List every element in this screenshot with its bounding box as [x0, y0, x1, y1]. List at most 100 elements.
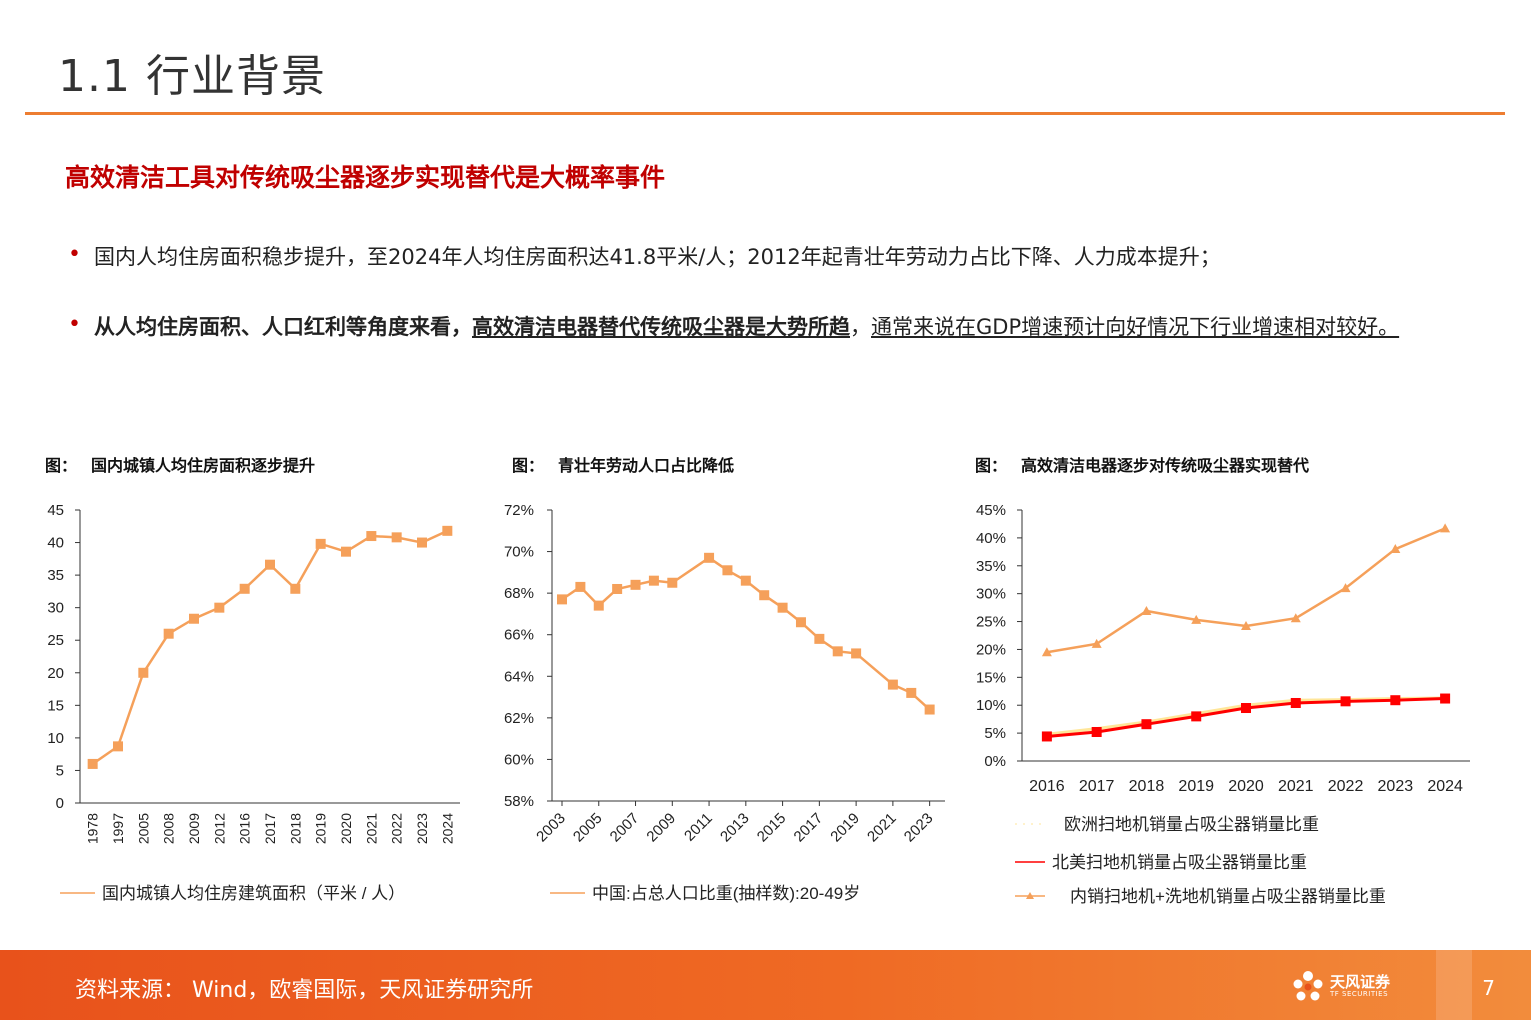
y-tick-label: 20%: [976, 641, 1006, 658]
y-tick-label: 40: [47, 535, 64, 552]
x-tick-label: 2023: [414, 813, 430, 844]
data-point: [1041, 647, 1052, 657]
x-tick-label: 2013: [717, 810, 753, 846]
data-point: [1390, 695, 1401, 706]
chart-labor-ratio: 58% 60% 62% 64% 66% 68% 70% 72% 2003 2005 2007 2009…: [504, 502, 945, 903]
data-point: [1440, 523, 1451, 533]
x-tick-label: 2007: [607, 810, 643, 846]
data-point: [759, 590, 770, 601]
y-tick-label: 15: [47, 697, 64, 714]
data-point: [1440, 693, 1451, 704]
bullet-2-sep: ，: [850, 315, 871, 339]
data-point: [442, 525, 453, 536]
x-tick-label: 2022: [389, 813, 405, 844]
y-tick-label: 25: [47, 632, 64, 649]
x-tick-label: 2021: [363, 813, 379, 844]
caption-text: 青壮年劳动人口占比降低: [558, 456, 735, 475]
x-tick-label: 2017: [791, 810, 827, 846]
legend-label: 欧洲扫地机销量占吸尘器销量比重: [1064, 815, 1319, 834]
caption-label: 图：: [975, 456, 1008, 475]
caption-text: 高效清洁电器逐步对传统吸尘器实现替代: [1021, 456, 1310, 475]
data-point: [1041, 731, 1052, 742]
title-divider: [25, 112, 1505, 115]
data-point: [1091, 638, 1102, 648]
bullet-2-bold-a: 从人均住房面积、人口红利等角度来看，: [94, 315, 472, 339]
y-tick-label: 64%: [504, 668, 534, 685]
x-tick-label: 1978: [85, 813, 101, 844]
x-tick-label: 2018: [287, 813, 303, 844]
bullet-dot-icon: •: [68, 242, 81, 267]
x-tick-label: 2005: [570, 810, 606, 846]
x-tick-label: 2003: [533, 810, 569, 846]
y-tick-label: 35: [47, 567, 64, 584]
x-tick-label: 2024: [439, 813, 455, 844]
x-tick-label: 2012: [211, 813, 227, 844]
data-point: [1290, 613, 1301, 623]
logo-cn-text: 天风证券: [1330, 973, 1391, 991]
data-point: [391, 532, 402, 543]
y-tick-label: 62%: [504, 710, 534, 727]
x-tick-label: 2015: [754, 810, 790, 846]
bullet-2-underlined: 通常来说在GDP增速预计向好情况下行业增速相对较好。: [871, 315, 1400, 339]
data-point: [612, 583, 623, 594]
data-point: [417, 537, 427, 548]
legend-label: 内销扫地机+洗地机销量占吸尘器销量比重: [1070, 887, 1386, 906]
data-point: [1340, 696, 1351, 707]
data-point: [667, 577, 678, 588]
x-tick-label: 2016: [1029, 778, 1065, 795]
data-point: [575, 581, 586, 592]
y-tick-label: 66%: [504, 627, 534, 644]
x-tick-label: 2021: [864, 810, 900, 846]
chart-housing-area: 0 5 10 15 20 25 30 35 40 45 1978 1997 2005 2008 2009 20…: [47, 502, 460, 903]
bullet-1-text: 国内人均住房面积稳步提升，至2024年人均住房面积达41.8平米/人；2012年…: [94, 245, 1221, 269]
data-point: [795, 617, 806, 628]
data-point: [1241, 703, 1251, 714]
data-point: [366, 531, 377, 542]
x-tick-label: 2018: [1129, 778, 1165, 795]
footer-bar: 资料来源： Wind，欧睿国际，天风证券研究所 天风证券 TF SECURITI…: [0, 950, 1531, 1020]
x-tick-label: 2019: [313, 813, 329, 844]
x-tick-label: 1997: [110, 813, 126, 844]
y-tick-label: 10: [47, 730, 64, 747]
data-point: [814, 633, 825, 644]
y-tick-label: 10%: [976, 697, 1006, 714]
data-point: [163, 628, 174, 639]
caption-label: 图：: [45, 456, 78, 475]
x-tick-label: 2009: [186, 813, 202, 844]
company-logo: 天风证券 TF SECURITIES: [1290, 966, 1420, 1006]
data-point: [1340, 583, 1351, 593]
x-tick-label: 2023: [901, 810, 937, 846]
data-point: [740, 575, 751, 586]
page-number: 7: [1482, 976, 1495, 1000]
chart-robot-vacuum-share: 0% 5% 10% 15% 20% 25% 30% 35% 40% 45% 2016 2017 2018…: [976, 502, 1470, 906]
y-tick-label: 25%: [976, 614, 1006, 631]
data-point: [832, 646, 843, 657]
data-point: [704, 552, 715, 563]
data-point: [214, 602, 225, 613]
y-tick-label: 5: [56, 762, 64, 779]
data-point: [138, 667, 149, 678]
data-point: [722, 565, 733, 576]
x-tick-label: 2023: [1378, 778, 1414, 795]
x-tick-label: 2022: [1328, 778, 1364, 795]
y-tick-label: 58%: [504, 793, 534, 810]
x-tick-label: 2005: [135, 813, 151, 844]
y-tick-label: 5%: [984, 725, 1006, 742]
x-tick-label: 2017: [1079, 778, 1115, 795]
y-tick-label: 45%: [976, 502, 1006, 519]
data-point: [557, 594, 567, 605]
data-point: [1141, 605, 1152, 615]
legend-label: 国内城镇人均住房建筑面积（平米 / 人）: [102, 884, 405, 903]
data-point: [113, 741, 123, 752]
data-point: [648, 575, 659, 586]
data-point: [924, 704, 935, 715]
logo-en-text: TF SECURITIES: [1330, 990, 1389, 998]
data-point: [341, 546, 351, 557]
footer-corner-block: [1436, 950, 1472, 1020]
data-point: [906, 687, 917, 698]
x-tick-label: 2021: [1278, 778, 1314, 795]
x-tick-label: 2008: [161, 813, 177, 844]
bullet-2-bold-b: 高效清洁电器替代传统吸尘器是大势所趋: [472, 315, 850, 339]
data-point: [887, 679, 898, 690]
y-tick-label: 0: [56, 795, 64, 812]
